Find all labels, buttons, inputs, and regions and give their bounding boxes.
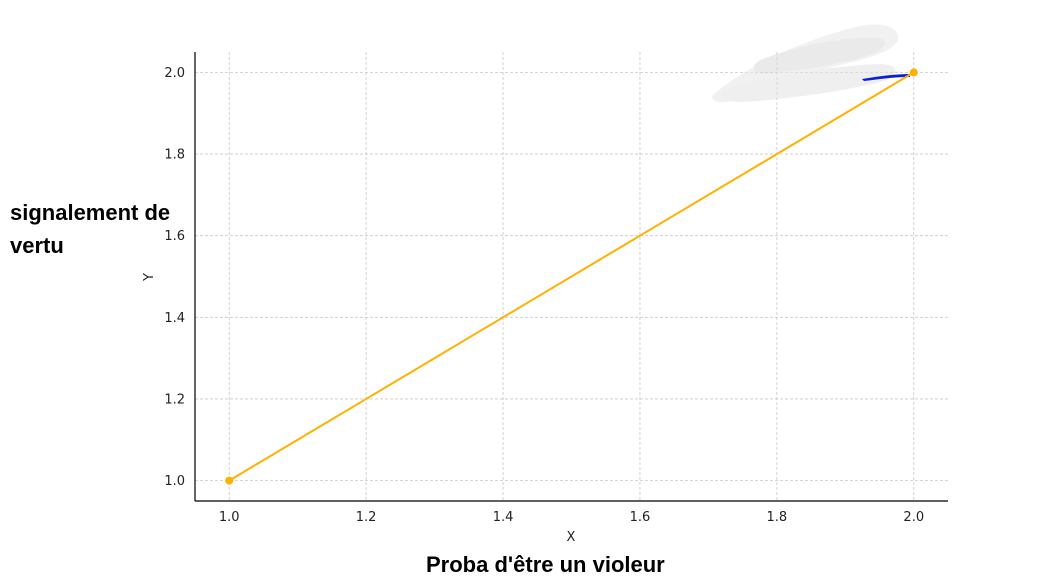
y-tick-label: 1.8	[164, 148, 185, 163]
y-axis-label: Y	[142, 273, 157, 282]
y-tick-label: 1.4	[164, 311, 185, 326]
x-tick-label: 1.8	[767, 510, 788, 525]
blue-pen-stroke	[862, 74, 910, 81]
x-tick-label: 2.0	[903, 510, 924, 525]
x-annotation: Proba d'être un violeur	[426, 552, 665, 577]
scribble-mark	[712, 24, 899, 103]
series-line	[228, 71, 915, 482]
grid	[195, 52, 948, 501]
x-tick-label: 1.2	[356, 510, 377, 525]
x-tick-label: 1.4	[493, 510, 514, 525]
series-layer	[225, 68, 918, 485]
x-tick-label: 1.6	[630, 510, 651, 525]
x-axis-label: X	[567, 530, 576, 545]
y-tick-label: 1.0	[164, 474, 185, 489]
axes	[194, 52, 948, 502]
y-tick-label: 2.0	[164, 66, 185, 81]
y-tick-label: 1.2	[164, 392, 185, 407]
x-tick-label: 1.0	[219, 510, 240, 525]
data-point	[225, 476, 234, 485]
y-annotation: signalement de vertu	[10, 200, 171, 258]
y-tick-label: 1.6	[164, 229, 185, 244]
data-point	[909, 68, 918, 77]
tick-labels: 1.0 1.2 1.4 1.6 1.8 2.0 1.0 1.2 1.4 1.6 1.8 2.0	[164, 66, 924, 525]
